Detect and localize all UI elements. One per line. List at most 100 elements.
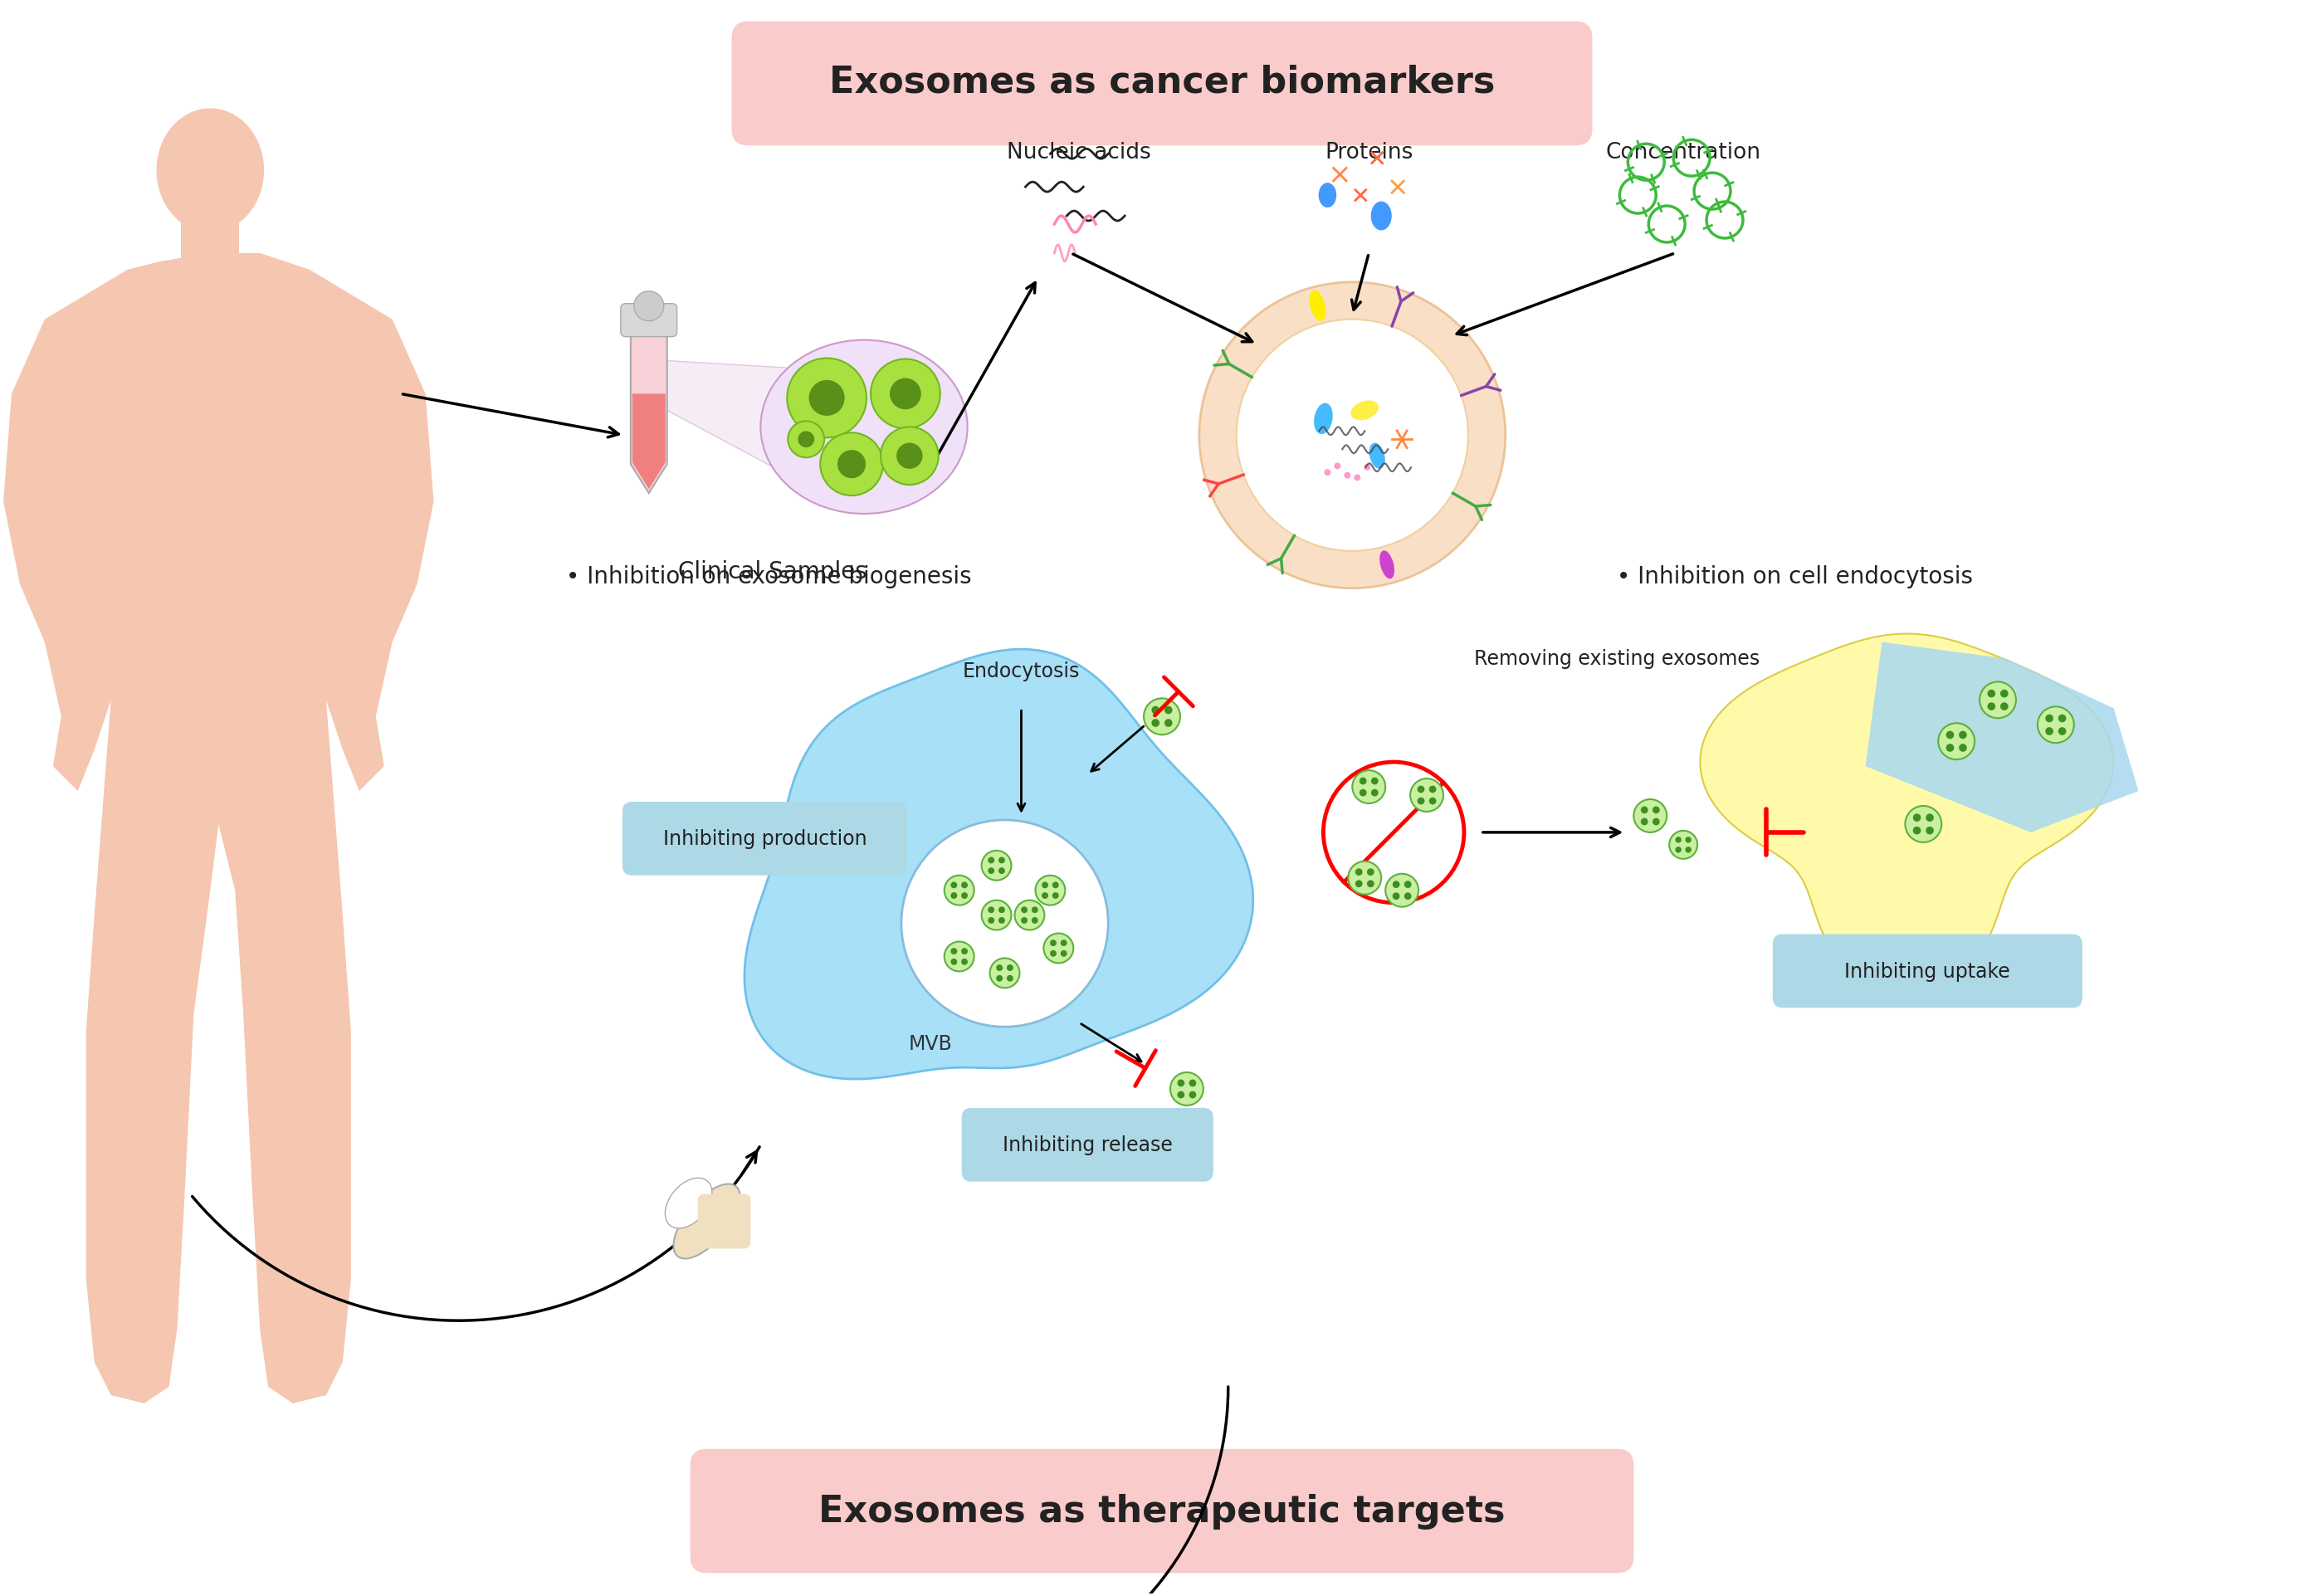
Polygon shape	[632, 394, 666, 490]
Circle shape	[1372, 790, 1379, 796]
Polygon shape	[1701, 634, 2113, 998]
Circle shape	[1351, 771, 1386, 804]
Circle shape	[1014, 900, 1044, 930]
Ellipse shape	[1310, 290, 1326, 321]
Circle shape	[1685, 836, 1692, 843]
Text: Exosomes as therapeutic targets: Exosomes as therapeutic targets	[819, 1494, 1506, 1529]
Text: Inhibiting production: Inhibiting production	[662, 828, 868, 849]
Circle shape	[1060, 951, 1067, 958]
Circle shape	[1675, 836, 1682, 843]
Ellipse shape	[1379, 551, 1395, 579]
Ellipse shape	[664, 1178, 713, 1229]
Circle shape	[838, 450, 865, 479]
Circle shape	[1199, 282, 1506, 589]
Circle shape	[1960, 744, 1967, 752]
Circle shape	[944, 876, 974, 905]
Circle shape	[988, 868, 995, 875]
Circle shape	[1171, 1073, 1203, 1106]
Circle shape	[787, 359, 865, 439]
Circle shape	[1652, 819, 1659, 825]
Circle shape	[1178, 1092, 1185, 1098]
Circle shape	[1007, 975, 1014, 982]
Circle shape	[997, 975, 1002, 982]
Circle shape	[1189, 1079, 1196, 1087]
Circle shape	[2046, 715, 2053, 723]
Circle shape	[988, 918, 995, 924]
Circle shape	[1060, 940, 1067, 946]
Circle shape	[1032, 918, 1039, 924]
Circle shape	[1032, 907, 1039, 913]
Circle shape	[1152, 720, 1159, 728]
Circle shape	[1904, 806, 1941, 843]
Circle shape	[1324, 469, 1331, 476]
Circle shape	[1356, 881, 1363, 887]
Polygon shape	[2, 254, 433, 1403]
Circle shape	[960, 948, 967, 954]
Circle shape	[1393, 892, 1400, 900]
Text: Inhibiting release: Inhibiting release	[1002, 1135, 1173, 1154]
Circle shape	[997, 966, 1002, 972]
Polygon shape	[1865, 643, 2138, 833]
Circle shape	[1363, 464, 1370, 471]
Circle shape	[1914, 827, 1921, 835]
Circle shape	[1358, 790, 1368, 796]
Text: Endocytosis: Endocytosis	[963, 661, 1081, 681]
Circle shape	[990, 959, 1020, 988]
Circle shape	[1914, 814, 1921, 822]
Circle shape	[2039, 707, 2073, 744]
Circle shape	[1143, 699, 1180, 736]
Circle shape	[1335, 463, 1340, 469]
Circle shape	[1178, 1079, 1185, 1087]
Circle shape	[1053, 892, 1060, 899]
Circle shape	[1960, 731, 1967, 739]
Ellipse shape	[1314, 404, 1333, 434]
Circle shape	[896, 444, 923, 469]
Circle shape	[1020, 918, 1027, 924]
Ellipse shape	[1370, 444, 1386, 469]
Circle shape	[1372, 777, 1379, 785]
Circle shape	[2046, 728, 2053, 736]
Text: Concentration: Concentration	[1606, 142, 1761, 164]
Circle shape	[1368, 868, 1375, 876]
Circle shape	[944, 942, 974, 972]
FancyBboxPatch shape	[963, 1108, 1213, 1181]
Text: Nucleic acids: Nucleic acids	[1007, 142, 1152, 164]
Circle shape	[1925, 827, 1935, 835]
Circle shape	[981, 900, 1011, 930]
FancyBboxPatch shape	[1773, 935, 2083, 1009]
Bar	[180, 204, 238, 262]
Circle shape	[1405, 892, 1412, 900]
Circle shape	[1641, 819, 1648, 825]
Circle shape	[1416, 798, 1425, 804]
Text: • Inhibition on cell endocytosis: • Inhibition on cell endocytosis	[1617, 565, 1974, 587]
Circle shape	[1675, 847, 1682, 854]
Text: Exosomes as cancer biomarkers: Exosomes as cancer biomarkers	[828, 65, 1495, 101]
Circle shape	[1393, 881, 1400, 889]
Circle shape	[1349, 862, 1381, 895]
Circle shape	[951, 883, 958, 889]
Circle shape	[997, 907, 1004, 913]
Circle shape	[882, 428, 939, 485]
Circle shape	[1641, 806, 1648, 814]
Circle shape	[997, 857, 1004, 863]
Text: Removing existing exosomes: Removing existing exosomes	[1474, 650, 1761, 669]
Circle shape	[1164, 707, 1173, 715]
Circle shape	[1939, 723, 1974, 760]
Circle shape	[870, 359, 939, 429]
Ellipse shape	[1370, 203, 1391, 231]
Circle shape	[1152, 707, 1159, 715]
Ellipse shape	[1319, 184, 1337, 207]
Circle shape	[1416, 787, 1425, 793]
Polygon shape	[745, 650, 1254, 1079]
Circle shape	[1051, 951, 1057, 958]
Circle shape	[1368, 881, 1375, 887]
Circle shape	[1409, 779, 1444, 812]
Polygon shape	[666, 361, 805, 485]
Ellipse shape	[673, 1184, 740, 1259]
Circle shape	[1189, 1092, 1196, 1098]
Circle shape	[951, 892, 958, 899]
Circle shape	[1430, 787, 1437, 793]
Circle shape	[1988, 689, 1995, 697]
Circle shape	[988, 857, 995, 863]
Ellipse shape	[1351, 401, 1379, 421]
